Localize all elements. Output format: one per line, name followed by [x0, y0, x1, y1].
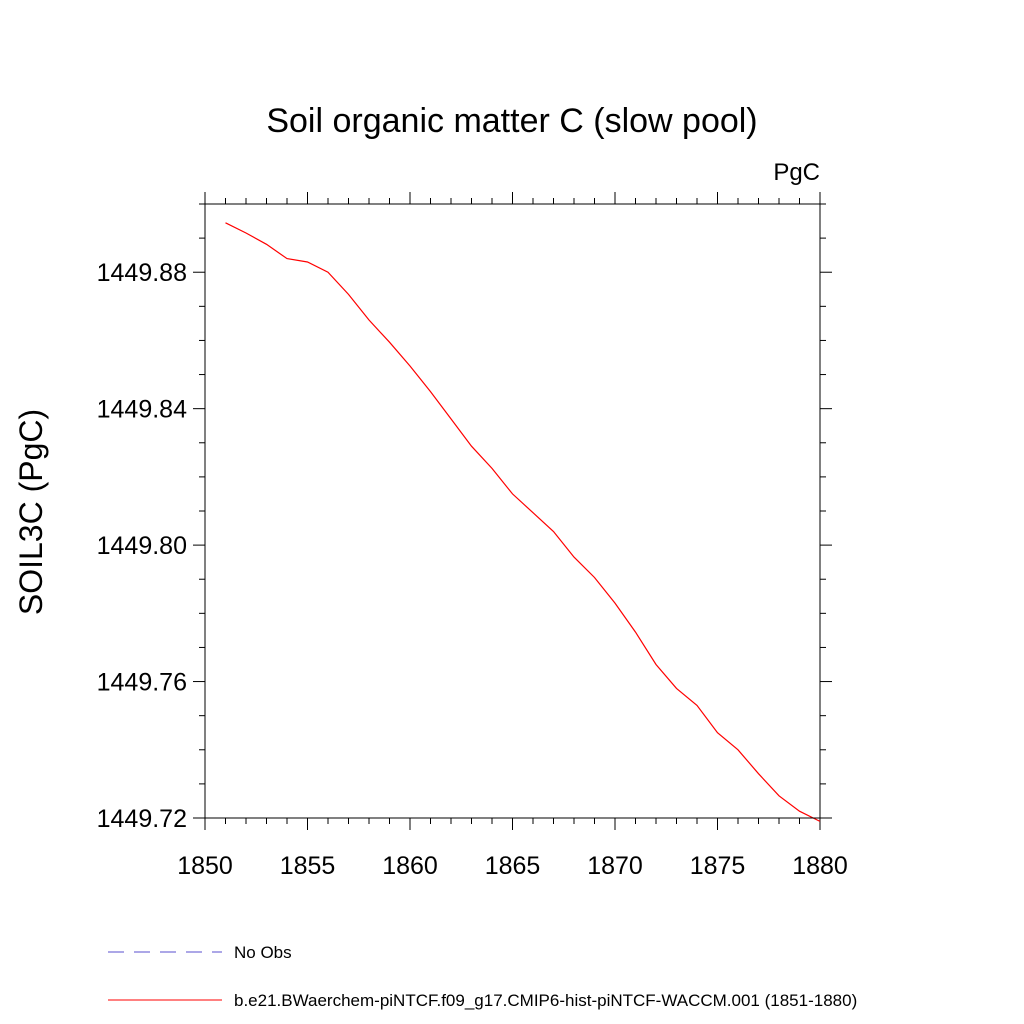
- y-tick-label: 1449.76: [97, 669, 187, 697]
- legend-label-0: No Obs: [234, 943, 292, 962]
- y-axis-label: SOIL3C (PgC): [13, 409, 49, 615]
- tick-labels: 1850 1855 1860 1865 1870 1875 1880 1449.72 1449.…: [97, 259, 848, 880]
- series-lines: [225, 222, 821, 822]
- y-tick-label: 1449.72: [97, 805, 187, 833]
- x-tick-label: 1855: [280, 852, 336, 880]
- x-tick-label: 1865: [485, 852, 541, 880]
- series-line-1: [225, 222, 821, 822]
- x-tick-label: 1870: [587, 852, 643, 880]
- axis-ticks: [193, 192, 832, 830]
- x-tick-label: 1875: [690, 852, 746, 880]
- y-tick-label: 1449.88: [97, 259, 187, 287]
- y-tick-label: 1449.84: [97, 396, 187, 424]
- legend-label-1: b.e21.BWaerchem-piNTCF.f09_g17.CMIP6-his…: [234, 991, 857, 1010]
- legend: No Obs b.e21.BWaerchem-piNTCF.f09_g17.CMI…: [108, 943, 857, 1010]
- plot-frame: [204, 203, 821, 819]
- y-tick-label: 1449.80: [97, 532, 187, 560]
- x-tick-label: 1880: [792, 852, 848, 880]
- x-tick-label: 1850: [177, 852, 233, 880]
- chart-title: Soil organic matter C (slow pool): [266, 102, 757, 140]
- x-tick-label: 1860: [382, 852, 438, 880]
- units-label: PgC: [773, 159, 820, 186]
